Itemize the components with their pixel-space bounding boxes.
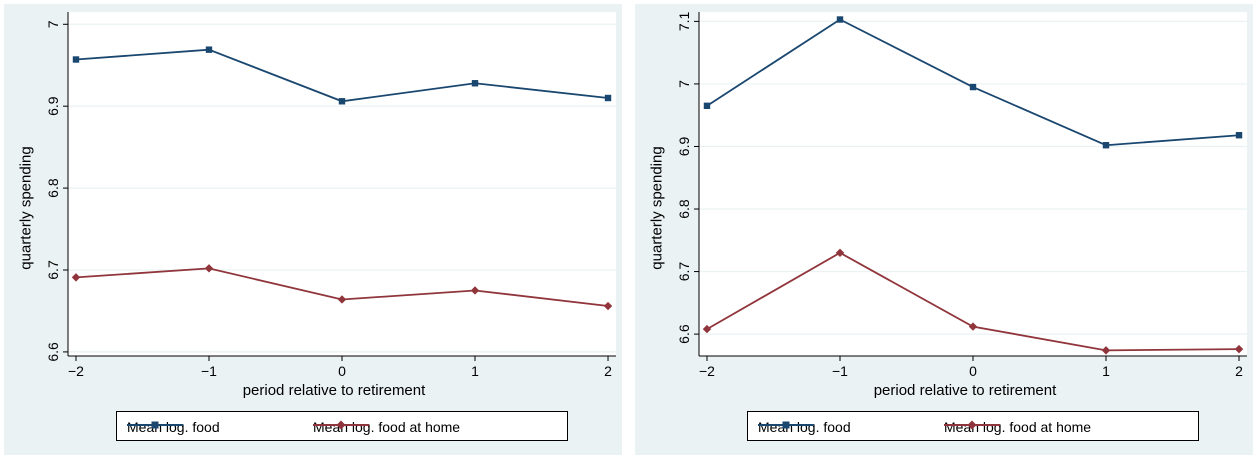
- legend-entry-food: Mean log. food: [758, 419, 851, 435]
- x-axis-title: period relative to retirement: [873, 382, 1057, 399]
- data-point-s0-3: [1102, 142, 1110, 149]
- data-point-s0-4: [604, 94, 612, 102]
- y-tick-label-0: 6.6: [676, 324, 692, 344]
- data-point-s1-3: [470, 286, 480, 295]
- x-tick-label-4: 2: [1235, 363, 1243, 379]
- x-tick-label-2: 0: [338, 363, 346, 379]
- y-tick-label-5: 7.1: [676, 11, 692, 31]
- y-tick-label-3: 6.9: [676, 137, 692, 157]
- data-point-s0-1: [205, 46, 213, 53]
- legend-entry-food-at-home: Mean log. food at home: [313, 419, 460, 435]
- x-tick-label-3: 1: [471, 363, 479, 379]
- data-point-s1-2: [337, 295, 347, 304]
- legend-label-food: Mean log. food: [127, 419, 220, 435]
- y-tick-label-4: 7: [45, 20, 61, 28]
- legend-label-food: Mean log. food: [758, 419, 851, 435]
- data-point-s0-0: [72, 56, 80, 63]
- y-tick-label-4: 7: [676, 80, 692, 88]
- plot-area: [699, 12, 1247, 356]
- x-tick-label-1: −1: [832, 363, 848, 379]
- x-tick-label-2: 0: [969, 363, 977, 379]
- legend-entry-food: Mean log. food: [127, 419, 220, 435]
- data-point-s0-3: [471, 80, 479, 87]
- legend-key-food-at-home: [944, 420, 1000, 430]
- chart-plot-right: 6.6 6.7 6.8 6.9 7 7.1 −2 −1 0 1 2: [676, 11, 1247, 379]
- y-axis-title: quarterly spending: [17, 146, 35, 270]
- x-tick-label-1: −1: [201, 363, 217, 379]
- data-point-s0-2: [338, 98, 346, 105]
- legend-label-food-at-home: Mean log. food at home: [944, 419, 1092, 435]
- y-tick-label-2: 6.8: [676, 199, 692, 219]
- legend-key-food: [758, 421, 814, 429]
- chart-panel-left: 6.6 6.7 6.8 6.9 7 −2 −1 0 1 2 quarterly spending …: [4, 4, 622, 455]
- x-tick-label-3: 1: [1102, 363, 1110, 379]
- legend: Mean log. food Mean log. food at home: [747, 411, 1199, 441]
- y-tick-label-1: 6.7: [45, 260, 61, 280]
- y-tick-label-0: 6.6: [45, 342, 61, 362]
- chart-plot-left: 6.6 6.7 6.8 6.9 7 −2 −1 0 1 2: [45, 12, 616, 379]
- data-point-s0-2: [969, 83, 977, 91]
- chart-panel-right: 6.6 6.7 6.8 6.9 7 7.1 −2 −1 0 1 2 quarterly spendi…: [635, 4, 1253, 455]
- x-tick-label-0: −2: [68, 363, 84, 379]
- data-point-s0-4: [1235, 132, 1243, 139]
- y-tick-label-1: 6.7: [676, 262, 692, 282]
- data-point-s1-4: [603, 301, 613, 311]
- legend-label-food-at-home: Mean log. food at home: [313, 419, 461, 435]
- x-axis-title: period relative to retirement: [242, 382, 426, 399]
- plot-area: [68, 12, 616, 356]
- y-tick-label-2: 6.8: [45, 178, 61, 198]
- data-point-s1-2: [968, 322, 978, 331]
- data-point-s1-1: [204, 264, 214, 273]
- y-axis-title: quarterly spending: [648, 146, 666, 270]
- data-point-s1-0: [702, 324, 712, 334]
- legend-entry-food-at-home: Mean log. food at home: [944, 419, 1091, 435]
- x-tick-label-0: −2: [699, 363, 715, 379]
- legend: Mean log. food Mean log. food at home: [116, 411, 568, 441]
- x-tick-label-4: 2: [604, 363, 612, 379]
- data-point-s0-0: [703, 102, 711, 110]
- data-point-s1-0: [71, 273, 81, 282]
- data-point-s0-1: [836, 16, 844, 23]
- y-tick-label-3: 6.9: [45, 96, 61, 116]
- data-point-s1-4: [1234, 344, 1244, 354]
- legend-key-food: [127, 421, 183, 429]
- legend-key-food-at-home: [313, 420, 369, 430]
